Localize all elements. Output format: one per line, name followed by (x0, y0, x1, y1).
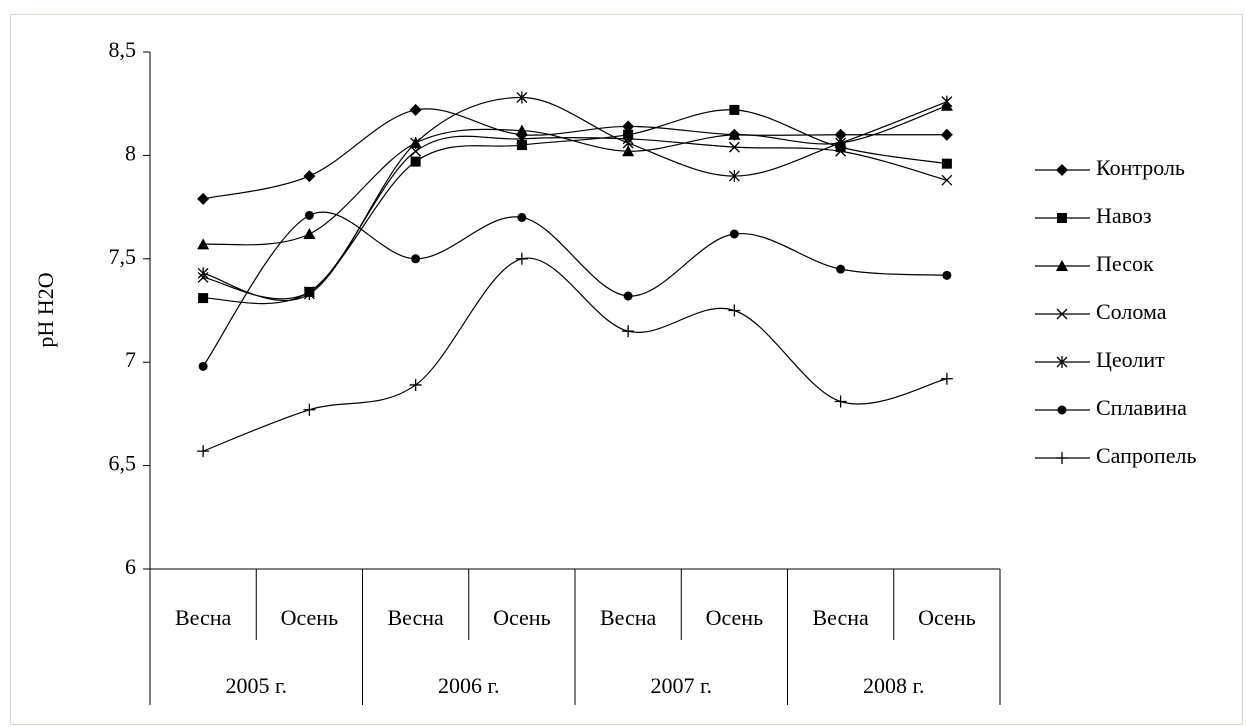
y-tick-label: 8 (125, 140, 136, 165)
marker (622, 120, 635, 133)
y-tick-label: 6,5 (109, 451, 137, 476)
marker (940, 372, 953, 385)
marker (197, 192, 210, 205)
marker (517, 212, 527, 222)
marker (515, 252, 528, 265)
marker (411, 254, 421, 264)
marker (304, 210, 314, 220)
legend-label: Солома (1096, 299, 1167, 324)
marker (409, 378, 422, 391)
marker (835, 136, 847, 149)
marker (410, 145, 422, 157)
series-line (203, 135, 948, 300)
marker (728, 170, 740, 183)
marker (409, 103, 422, 116)
series-line (202, 257, 948, 452)
marker (1057, 405, 1067, 415)
marker (941, 158, 952, 169)
marker (197, 267, 209, 280)
marker (728, 304, 741, 317)
series-line (203, 105, 948, 246)
x-tick-label: Осень (281, 605, 339, 630)
x-group-label: 2008 г. (863, 673, 925, 698)
marker (836, 264, 846, 274)
marker (729, 229, 739, 239)
marker (1056, 164, 1068, 176)
x-tick-label: Весна (387, 605, 444, 630)
marker (835, 145, 847, 157)
marker (516, 133, 528, 145)
x-tick-label: Весна (600, 605, 657, 630)
legend-label: Песок (1096, 251, 1154, 276)
x-tick-label: Весна (175, 605, 232, 630)
x-tick-label: Весна (812, 605, 869, 630)
legend-label: Сапропель (1096, 443, 1196, 468)
marker (303, 227, 316, 239)
marker (940, 128, 953, 141)
x-tick-label: Осень (706, 605, 764, 630)
legend-label: Цеолит (1096, 347, 1165, 372)
marker (516, 140, 527, 151)
marker (942, 270, 952, 280)
x-tick-label: Осень (918, 605, 976, 630)
marker (410, 136, 422, 149)
marker (622, 145, 635, 157)
marker (1056, 308, 1068, 320)
marker (516, 91, 528, 104)
y-axis-title: pH H2O (33, 272, 58, 347)
marker (198, 361, 208, 371)
marker (1057, 213, 1067, 223)
x-group-label: 2007 г. (650, 673, 712, 698)
marker (197, 445, 210, 458)
x-group-label: 2005 г. (225, 673, 287, 698)
marker (1056, 356, 1068, 368)
y-tick-label: 6 (125, 554, 136, 579)
series-line (202, 108, 947, 200)
legend-label: Навоз (1096, 203, 1152, 228)
series-line (203, 96, 948, 301)
series-line (203, 109, 947, 305)
marker (303, 287, 315, 300)
marker (410, 156, 421, 167)
marker (198, 293, 209, 304)
marker (1056, 260, 1068, 271)
x-group-label: 2006 г. (438, 673, 500, 698)
marker (834, 395, 847, 408)
legend-label: Контроль (1096, 155, 1185, 180)
legend-label: Сплавина (1096, 395, 1187, 420)
marker (622, 136, 634, 149)
marker (834, 128, 847, 141)
marker (623, 129, 634, 140)
x-tick-label: Осень (493, 605, 551, 630)
marker (622, 325, 635, 338)
marker (197, 238, 210, 250)
marker (303, 403, 316, 416)
marker (515, 124, 528, 136)
marker (623, 291, 633, 301)
marker (941, 174, 953, 186)
marker (1056, 452, 1068, 464)
marker (941, 95, 953, 108)
chart-border (10, 14, 1243, 725)
marker (728, 128, 741, 140)
marker (303, 170, 316, 183)
marker (729, 104, 740, 115)
y-tick-label: 7 (125, 347, 136, 372)
y-tick-label: 7,5 (109, 244, 137, 269)
marker (728, 141, 740, 153)
y-tick-label: 8,5 (109, 37, 137, 62)
